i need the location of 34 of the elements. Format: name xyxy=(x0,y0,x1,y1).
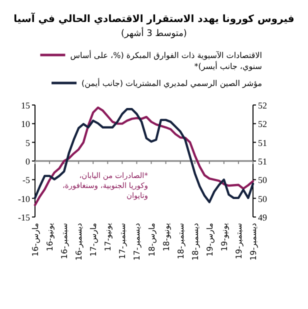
legend-text: مؤشر الصين الرسمي لمديري المشتريات (جانب أيمن) xyxy=(82,79,262,88)
ytick: 5 xyxy=(26,138,30,148)
title: فيروس كورونا يهدد الاستقرار الاقتصادي الحالي في آسيا xyxy=(14,14,294,25)
xtick: ديسمبر-19 xyxy=(249,223,258,260)
xtick: سبتمبر-16 xyxy=(60,223,70,260)
xtick: ديسمبر-17 xyxy=(132,223,142,260)
ytick: -5 xyxy=(22,175,30,186)
y2tick: 49 xyxy=(258,212,267,222)
xtick: ديسمبر-16 xyxy=(74,223,84,260)
xtick: سبتمبر-18 xyxy=(176,223,186,260)
ytick: 0 xyxy=(26,156,30,166)
y2tick: 52 xyxy=(258,119,267,130)
ytick: 15 xyxy=(21,100,30,110)
xtick: يونيو-16 xyxy=(46,223,55,252)
xtick: يونيو-17 xyxy=(104,223,113,252)
xtick: مارس-19 xyxy=(205,223,214,256)
y2tick: 51 xyxy=(258,156,267,166)
ytick: 10 xyxy=(21,119,30,130)
y2tick: 50 xyxy=(258,194,267,204)
subtitle: (متوسط 3 أشهر) xyxy=(121,29,187,39)
y2tick: 52 xyxy=(258,100,267,110)
ytick: -10 xyxy=(18,194,30,204)
xtick: مارس-18 xyxy=(147,223,156,256)
xtick: يونيو-18 xyxy=(162,223,171,252)
y2tick: 51 xyxy=(258,138,267,148)
xtick: مارس-16 xyxy=(31,223,40,256)
ytick: -15 xyxy=(18,212,30,222)
xtick: سبتمبر-17 xyxy=(118,223,128,260)
xtick: سبتمبر-19 xyxy=(234,223,244,260)
legend-text: الاقتصادات الآسيوية ذات الفوارق المبكرة (%، على أساس سنوي، جانب أيسر)* xyxy=(70,51,262,71)
y2tick: 50 xyxy=(258,175,267,186)
xtick: يونيو-19 xyxy=(220,223,229,252)
xtick: ديسمبر-18 xyxy=(190,223,200,260)
xtick: مارس-17 xyxy=(89,223,98,256)
